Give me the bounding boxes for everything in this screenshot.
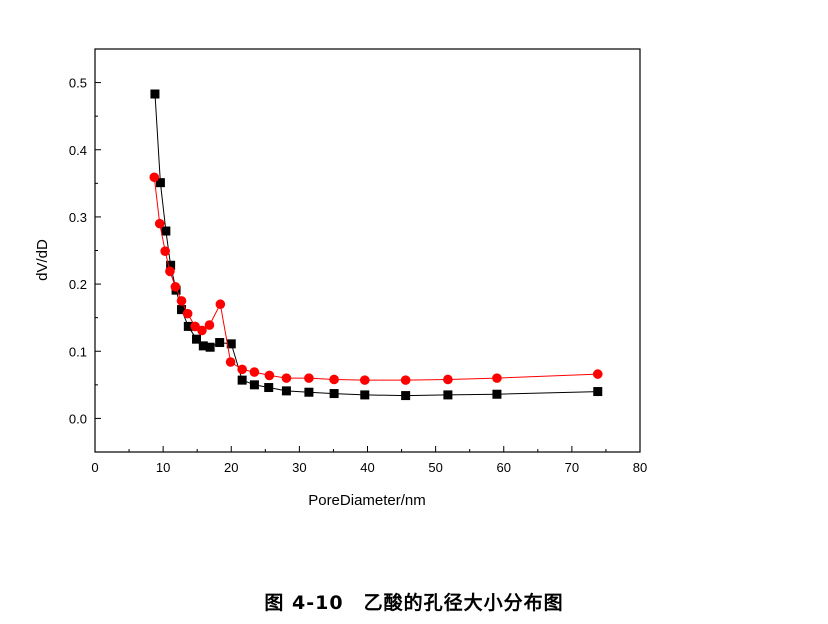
y-tick-label: 0.5: [69, 76, 87, 91]
x-tick-label: 40: [360, 460, 374, 475]
series-1-point: [150, 89, 160, 99]
series-1-point: [237, 375, 247, 385]
series-1-point: [329, 389, 339, 399]
y-tick-label: 0.3: [69, 210, 87, 225]
series-2-point: [237, 364, 247, 375]
series-1-point: [183, 321, 193, 331]
y-tick-label: 0.1: [69, 344, 87, 359]
series-1-point: [281, 386, 291, 396]
series-2-point: [329, 374, 339, 385]
series-2-point: [249, 367, 260, 377]
series-2-point: [197, 325, 207, 336]
series-2-point: [400, 375, 411, 385]
series-2-point: [165, 266, 175, 277]
series-1-point: [443, 390, 453, 400]
series-1-point: [360, 390, 370, 400]
series-2-point: [443, 374, 453, 385]
series-2-point: [204, 320, 215, 330]
series-2-point: [304, 373, 314, 383]
figure-caption: 图 4-10 乙酸的孔径大小分布图: [264, 592, 564, 614]
series-2-line: [153, 177, 598, 381]
series-1-point: [264, 383, 274, 393]
x-tick-label: 30: [292, 460, 306, 475]
series-1-point: [155, 178, 165, 188]
series-2-point: [215, 299, 226, 310]
series-2-point: [359, 375, 370, 385]
series-2-point: [149, 172, 160, 183]
series-1-point: [215, 338, 225, 348]
series-1-point: [304, 387, 314, 397]
x-tick-label: 10: [156, 460, 170, 475]
series-2-point: [492, 373, 502, 383]
x-axis-title: PoreDiameter/nm: [308, 492, 426, 509]
y-tick-label: 0.0: [69, 411, 87, 426]
series-2-point: [176, 296, 187, 306]
series-2-point: [592, 369, 603, 379]
series-2-point: [281, 373, 292, 383]
series-2-point: [154, 218, 165, 229]
series-1-point: [593, 387, 603, 397]
series-1-line: [154, 93, 598, 397]
series-1-point: [492, 389, 502, 399]
series-2-point: [160, 246, 170, 256]
x-tick-label: 70: [565, 460, 579, 475]
series-1-point: [161, 226, 171, 236]
series-1-point: [192, 334, 202, 344]
series-2-point: [225, 357, 236, 367]
series-2-point: [264, 370, 275, 381]
series-1-point: [177, 305, 187, 315]
y-tick-label: 0.4: [69, 143, 87, 158]
series-1-point: [166, 260, 176, 270]
x-tick-label: 0: [91, 460, 98, 475]
series-1-point: [249, 380, 259, 390]
x-tick-label: 20: [224, 460, 238, 475]
series-2-point: [170, 281, 181, 292]
series-1-point: [401, 391, 411, 401]
series-1-point: [198, 341, 208, 351]
series-2-point: [182, 308, 193, 319]
series-1-point: [226, 339, 236, 349]
x-tick-label: 50: [428, 460, 442, 475]
series-1-point: [205, 342, 215, 352]
y-axis-title: dV/dD: [34, 239, 51, 281]
y-tick-label: 0.2: [69, 277, 87, 292]
pore-size-chart: 0 10 20 30 40 50 60 70 80 0.0 0.1 0.2 0.3 0.4 0.5 Pore…: [34, 48, 647, 509]
x-tick-label: 80: [633, 460, 647, 475]
x-tick-label: 60: [497, 460, 511, 475]
